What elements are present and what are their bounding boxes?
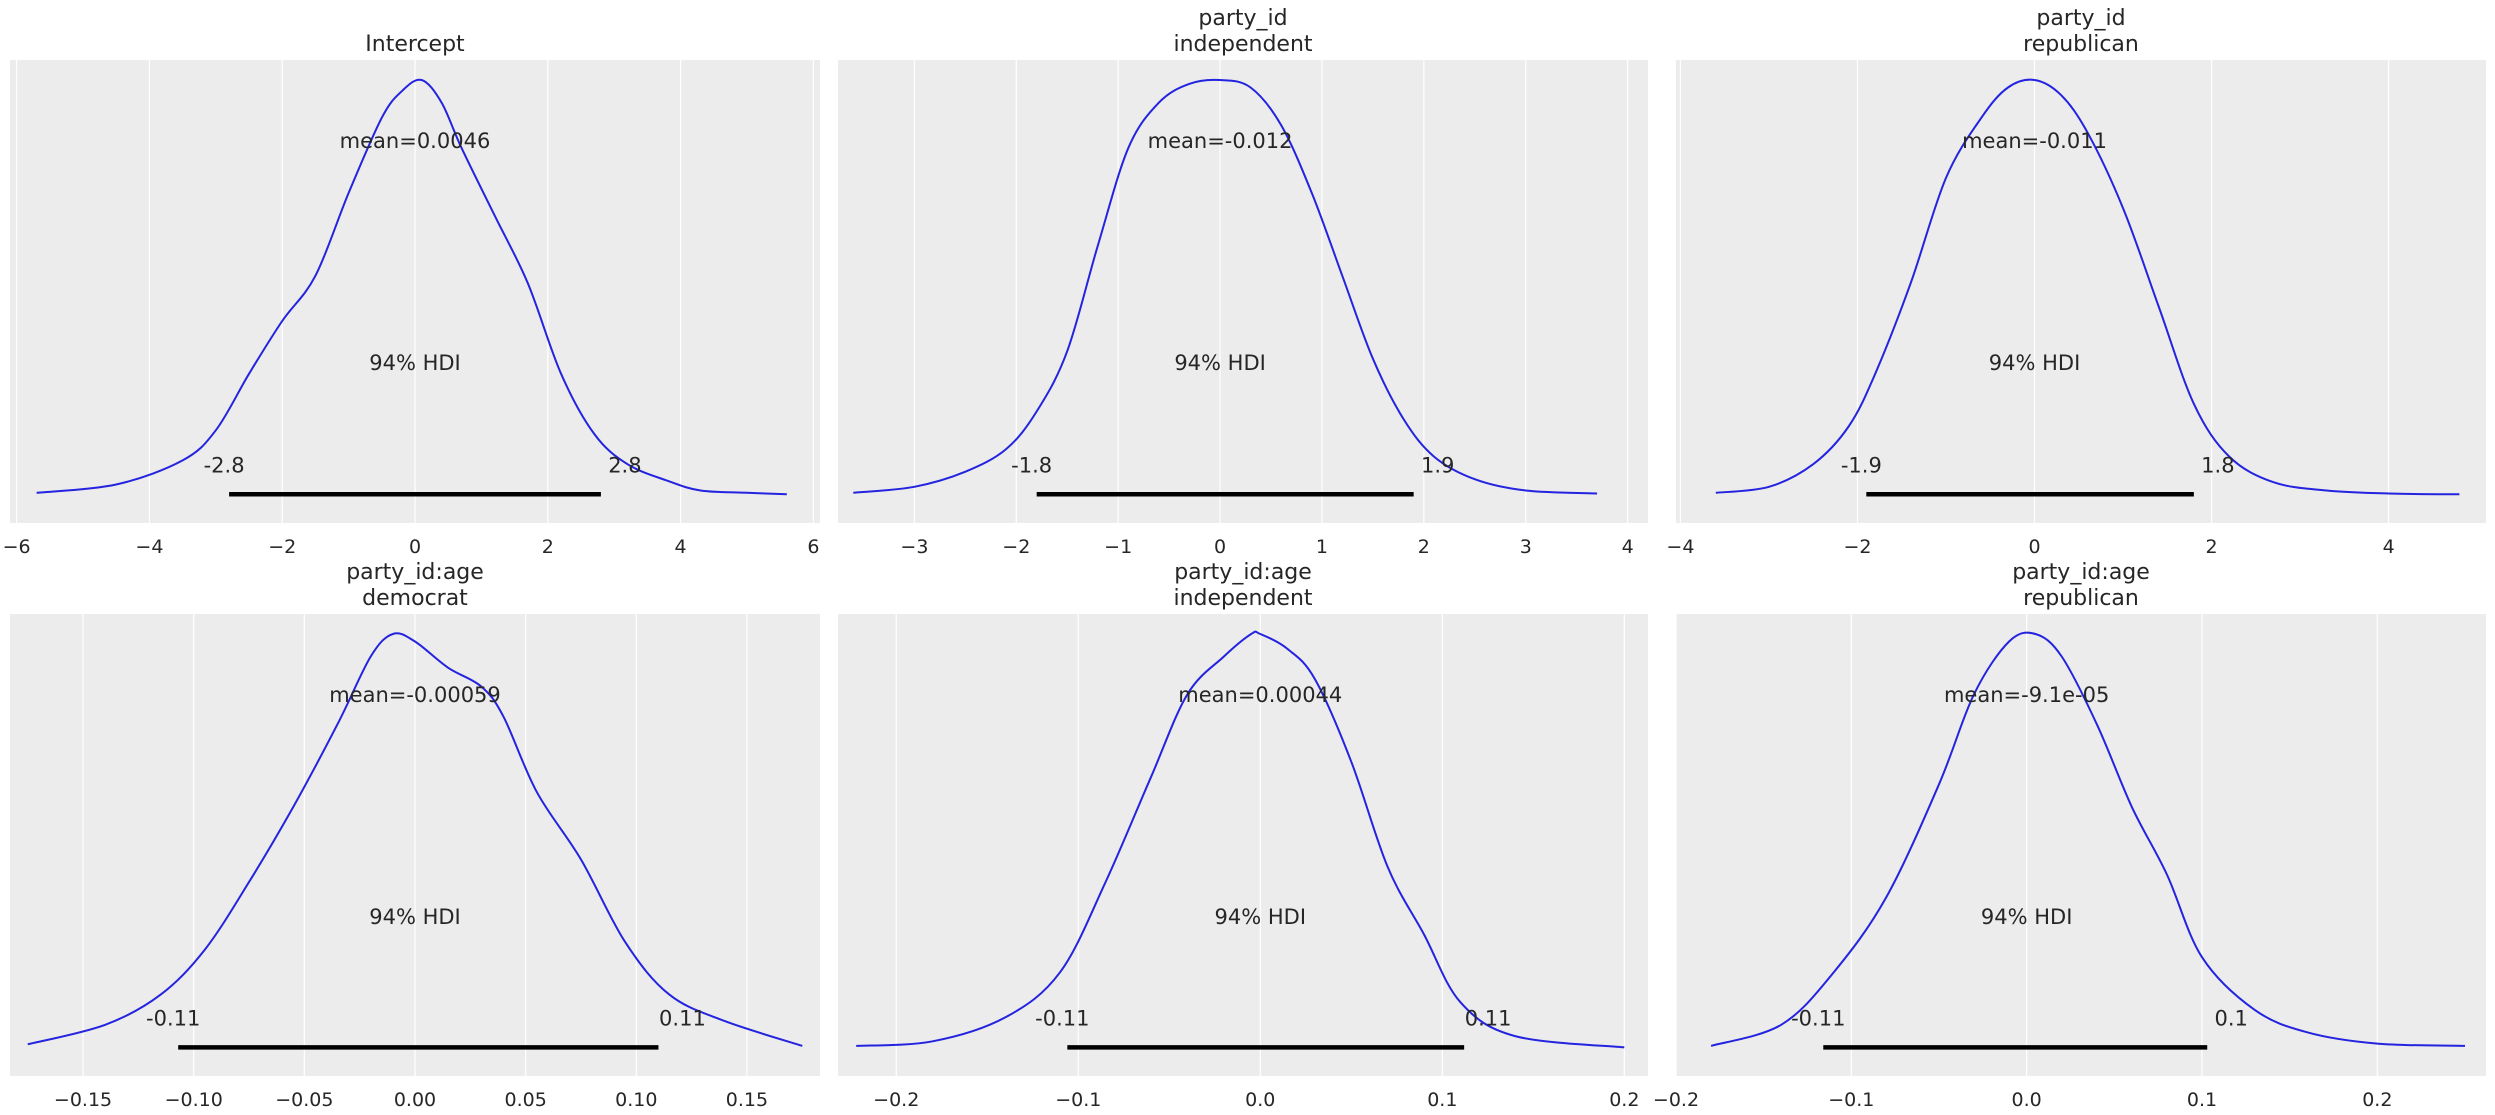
x-tick-label: 4 [675,536,687,558]
x-tick-label: −0.1 [1828,1089,1874,1111]
subplot-title: party_id [2036,6,2125,31]
x-tick-label: 0.1 [1427,1089,1457,1111]
subplot-1: −6 −4 −2 0 2 4 6 Intercept mean=0.0046 94% HDI -2.… [3,32,820,558]
x-tick-label: −0.2 [873,1089,919,1111]
hdi-lower-label: -0.11 [1791,1006,1845,1030]
x-tick-label: 1 [1316,536,1328,558]
plot-area [1676,60,2486,523]
x-tick-label: 0.2 [1609,1089,1639,1111]
x-tick-label: 0 [409,536,421,558]
subplot-title: independent [1173,32,1312,57]
x-tick-label: −4 [135,536,163,558]
hdi-upper-label: 1.8 [2201,453,2234,477]
hdi-label: 94% HDI [1989,351,2081,375]
x-tick-label: 0.0 [1245,1089,1275,1111]
x-tick-label: −1 [1104,536,1132,558]
x-tick-label: −6 [3,536,31,558]
mean-label: mean=-0.012 [1148,129,1293,153]
hdi-lower-label: -0.11 [1035,1006,1089,1030]
x-tick-label: 0.10 [615,1089,657,1111]
x-tick-label: −0.2 [1653,1089,1699,1111]
x-tick-label: −0.1 [1055,1089,1101,1111]
hdi-label: 94% HDI [1981,905,2073,929]
x-tick-label: 0 [2028,536,2040,558]
hdi-upper-label: 0.11 [659,1006,706,1030]
x-tick-label: 0.1 [2187,1089,2217,1111]
mean-label: mean=0.00044 [1178,683,1342,707]
x-tick-label: 0.2 [2362,1089,2392,1111]
x-tick-label: 6 [807,536,819,558]
mean-label: mean=-0.011 [1962,129,2107,153]
plot-area [838,60,1648,523]
x-tick-label: 0.00 [394,1089,436,1111]
density-curve [856,630,1625,1049]
hdi-upper-label: 2.8 [608,453,641,477]
subplot-title: party_id:age [346,560,484,585]
mean-label: mean=-0.00059 [329,683,501,707]
plot-area [838,614,1648,1076]
subplot-title: republican [2023,586,2139,611]
x-tick-label: −0.15 [54,1089,112,1111]
hdi-upper-label: 1.9 [1421,453,1454,477]
hdi-upper-label: 0.11 [1465,1006,1512,1030]
subplot-title: party_id [1198,6,1287,31]
x-tick-label: 2 [1418,536,1430,558]
x-tick-label: −4 [1666,536,1694,558]
density-curve [27,632,803,1047]
x-tick-label: −2 [1002,536,1030,558]
density-curve [853,78,1598,495]
subplot-5: −0.2 −0.1 0.0 0.1 0.2 party_id:ageindependent… [838,560,1648,1111]
subplot-title: party_id:age [2012,560,2150,585]
x-tick-label: 2 [2206,536,2218,558]
x-tick-label: 0.05 [504,1089,546,1111]
hdi-lower-label: -0.11 [146,1006,200,1030]
subplot-title: democrat [362,586,468,611]
x-tick-label: −0.05 [275,1089,333,1111]
x-tick-label: −0.10 [165,1089,223,1111]
subplot-title: independent [1173,586,1312,611]
hdi-label: 94% HDI [1174,351,1266,375]
hdi-label: 94% HDI [369,905,461,929]
x-tick-label: 3 [1520,536,1532,558]
hdi-lower-label: -1.8 [1011,453,1052,477]
x-tick-label: 0 [1214,536,1226,558]
x-tick-label: 0.15 [726,1089,768,1111]
mean-label: mean=-9.1e-05 [1944,683,2109,707]
x-tick-label: 4 [2383,536,2395,558]
mean-label: mean=0.0046 [340,129,491,153]
density-curve [1710,631,2466,1047]
hdi-upper-label: 0.1 [2215,1006,2248,1030]
density-curve [36,78,787,496]
hdi-lower-label: -1.9 [1841,453,1882,477]
x-tick-label: 2 [542,536,554,558]
hdi-lower-label: -2.8 [204,453,245,477]
subplot-title: party_id:age [1174,560,1312,585]
subplot-title: republican [2023,32,2139,57]
x-tick-label: 0.0 [2012,1089,2042,1111]
density-curve [1715,78,2460,496]
subplot-title: Intercept [365,32,465,57]
x-tick-label: 4 [1622,536,1634,558]
x-tick-label: −3 [900,536,928,558]
subplot-4: −0.15 −0.10 −0.05 0.00 0.05 0.10 0.15 party_id:… [10,560,820,1111]
x-tick-label: −2 [1843,536,1871,558]
x-tick-label: −2 [268,536,296,558]
hdi-label: 94% HDI [1215,905,1307,929]
hdi-label: 94% HDI [369,351,461,375]
